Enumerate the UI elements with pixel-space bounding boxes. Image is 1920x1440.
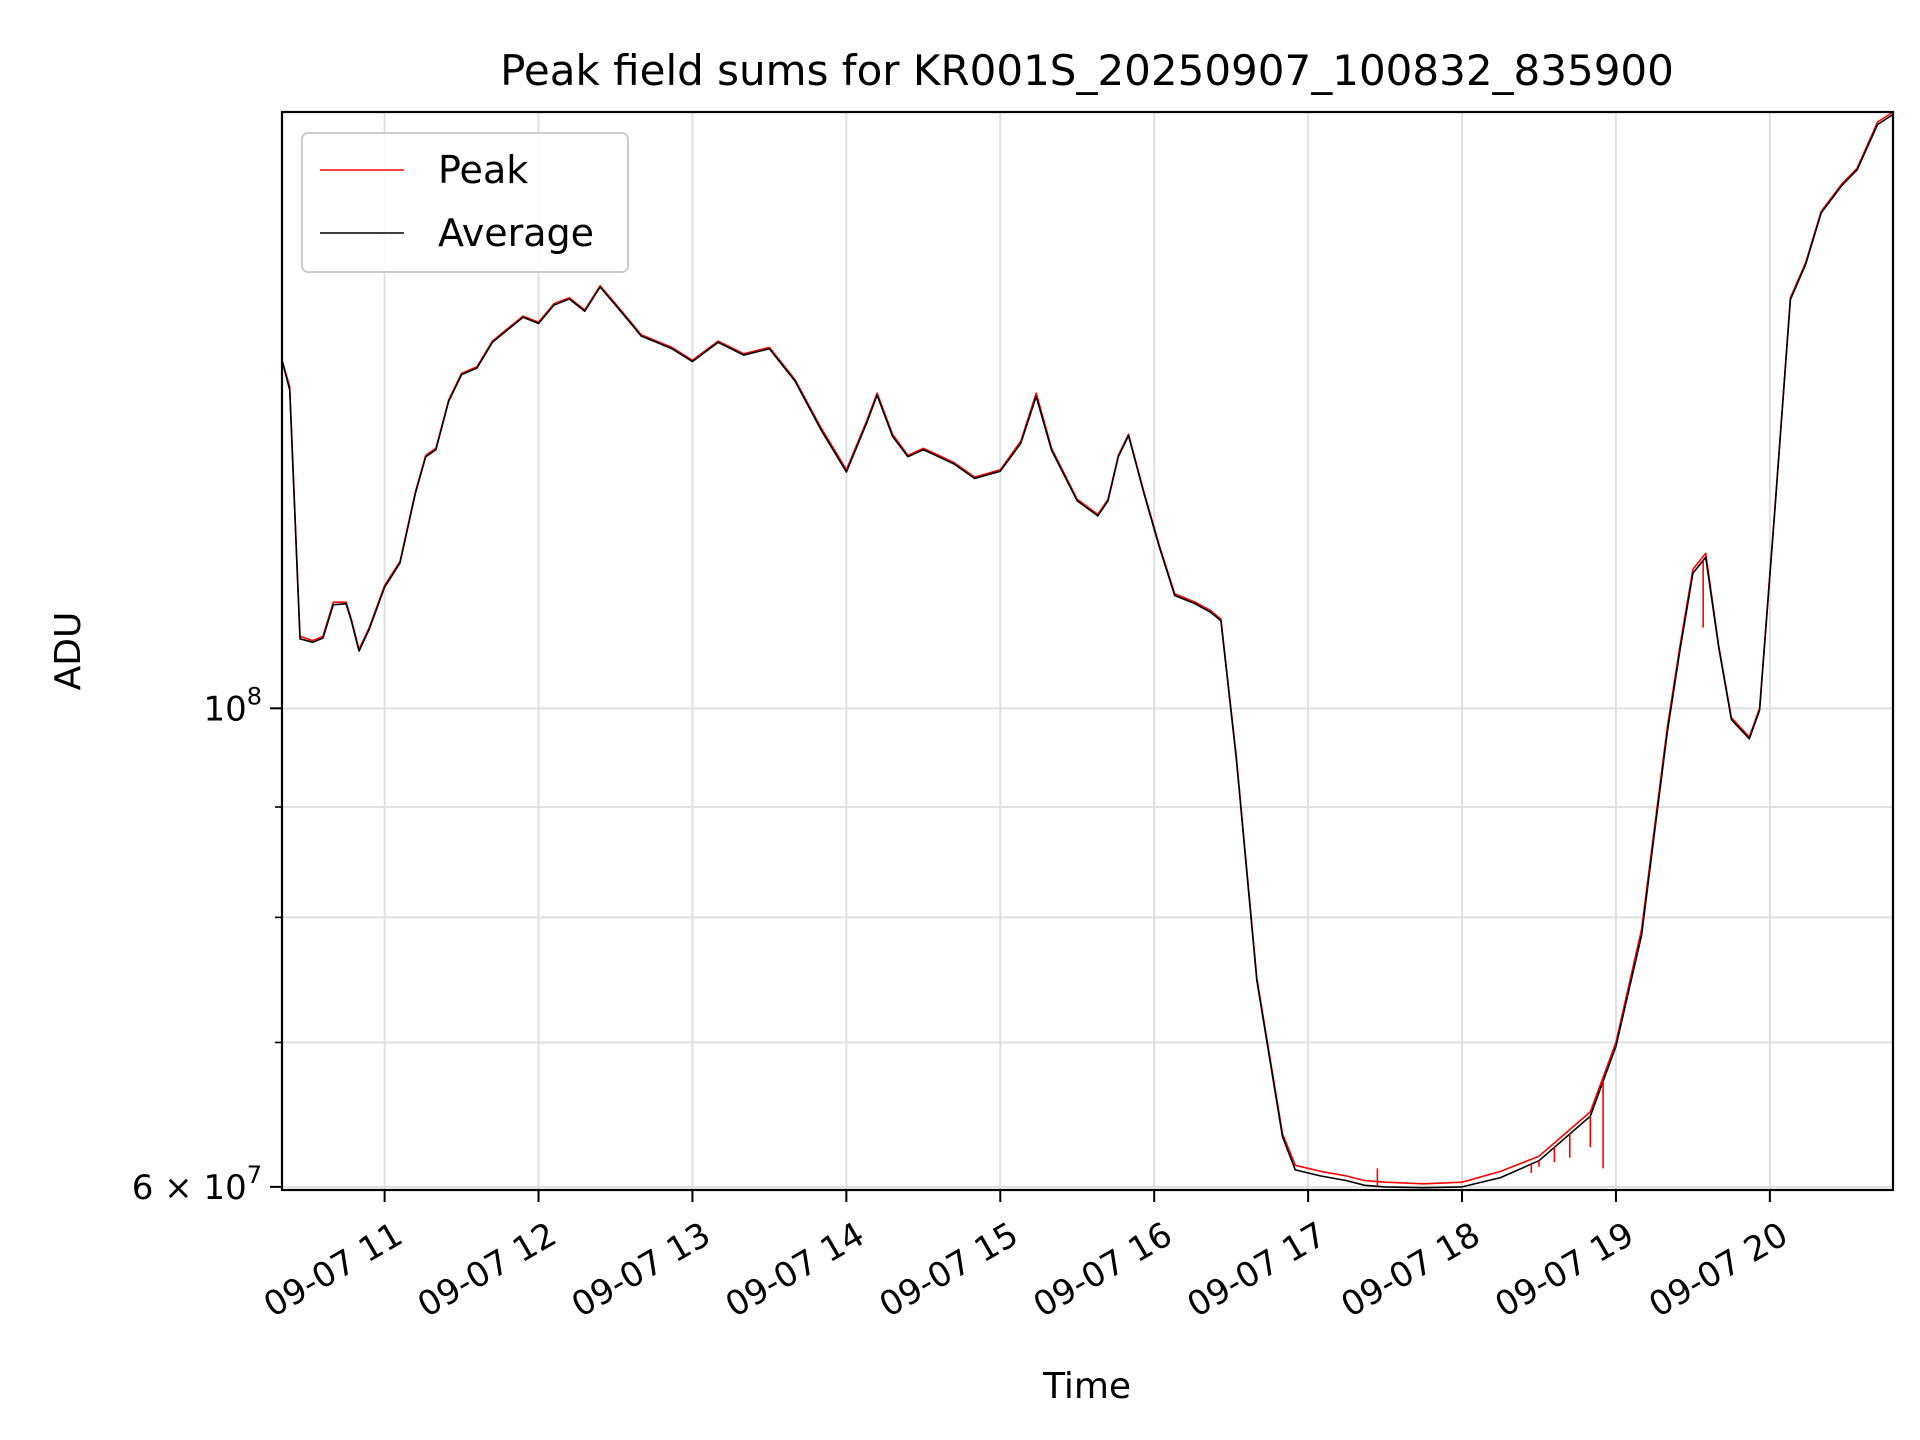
legend-average-label: Average xyxy=(438,211,594,255)
legend: Peak Average xyxy=(301,132,629,273)
y-tick-label: 108 xyxy=(203,682,262,729)
legend-peak-label: Peak xyxy=(438,148,528,192)
plot-lines xyxy=(281,111,1894,1189)
grid xyxy=(282,112,1893,1190)
chart-title: Peak field sums for KR001S_20250907_1008… xyxy=(500,46,1674,95)
legend-box xyxy=(301,132,629,273)
series-line-average xyxy=(281,113,1894,1189)
x-axis-label: Time xyxy=(1042,1366,1131,1407)
axes-frame xyxy=(280,110,1895,1192)
y-axis-label: ADU xyxy=(48,612,89,691)
y-tick-label: 6 × 107 xyxy=(132,1161,262,1208)
y-axis: 108 6 × 107 xyxy=(132,682,282,1208)
